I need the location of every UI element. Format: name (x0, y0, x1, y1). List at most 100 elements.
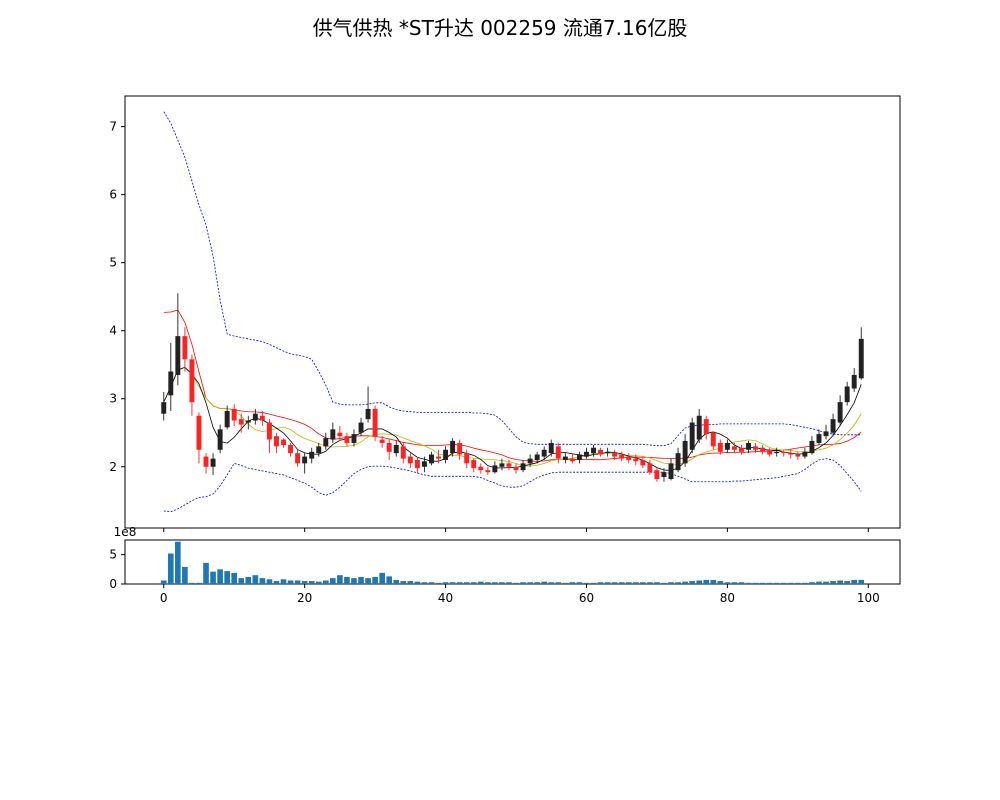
volume-bar (259, 578, 266, 584)
volume-bar (322, 580, 329, 584)
candle-body (647, 463, 653, 473)
candle-body (316, 446, 322, 454)
volume-bar (280, 579, 287, 584)
volume-bar (499, 582, 505, 584)
candle-body (351, 434, 357, 443)
candle-body (633, 458, 639, 462)
volume-bar (611, 582, 618, 584)
volume-bar (590, 582, 597, 584)
candle-body (682, 440, 688, 464)
volume-bar (816, 581, 822, 584)
candle-body (323, 438, 329, 447)
volume-bar (160, 580, 167, 584)
volume-bar (534, 582, 540, 584)
volume-bar (738, 582, 745, 584)
volume-xtick-label: 100 (857, 591, 880, 605)
volume-bar (203, 562, 209, 584)
candle-body (605, 451, 611, 454)
volume-bar (851, 579, 858, 584)
volume-bar (795, 582, 801, 584)
volume-bar (506, 582, 512, 584)
price-ytick-label: 4 (109, 324, 117, 338)
volume-panel: 0 5 1e8 0 20 40 60 80 100 (109, 525, 901, 605)
candle-body (760, 447, 766, 452)
volume-plot-frame (124, 539, 901, 585)
volume-bar (548, 582, 555, 584)
volume-bar (196, 582, 202, 584)
price-plot-frame (124, 95, 901, 529)
candle-body (499, 463, 505, 467)
candle-body (591, 447, 596, 454)
volume-bar (682, 581, 688, 584)
volume-bar (541, 581, 548, 584)
candle-body (703, 419, 709, 435)
candle-body (309, 451, 315, 459)
candle-body (788, 453, 794, 455)
volume-bar (632, 582, 639, 584)
volume-ytick-label: 0 (109, 577, 117, 591)
candle-body (288, 445, 294, 454)
candle-body (281, 439, 286, 446)
volume-bar (477, 581, 484, 584)
candle-body (224, 410, 230, 428)
candle-body (330, 429, 336, 440)
candle-body (661, 472, 667, 477)
candle-body (302, 456, 308, 464)
candle-body (386, 442, 392, 452)
candle-body (485, 470, 491, 473)
volume-bar (731, 582, 738, 584)
candle-body (295, 453, 301, 464)
candle-body (569, 458, 575, 462)
candle-body (844, 386, 850, 403)
volume-bar (238, 578, 245, 584)
volume-ytick-label: 5 (109, 548, 117, 562)
volume-bar (379, 572, 385, 584)
candle-body (168, 371, 174, 396)
candle-body (753, 446, 759, 450)
candle-body (696, 415, 702, 440)
price-ytick-label: 3 (109, 392, 117, 406)
ma-mid-line (163, 366, 862, 467)
volume-bar (661, 582, 667, 584)
volume-xtick-label: 60 (579, 591, 594, 605)
volume-xtick-label: 80 (720, 591, 735, 605)
candle-body (816, 434, 822, 443)
candle-body (837, 402, 843, 423)
volume-bar (224, 571, 230, 584)
candle-body (436, 456, 441, 459)
candle-body (675, 453, 681, 471)
candle-body (576, 454, 582, 460)
ma-short-line (163, 366, 862, 471)
volume-bar (520, 582, 526, 584)
candle-body (654, 470, 660, 480)
volume-bar (555, 582, 562, 584)
volume-bar (414, 581, 421, 584)
candle-body (443, 449, 449, 460)
price-ytick-label: 5 (109, 256, 117, 270)
candle-body (457, 442, 463, 455)
candle-body (266, 422, 272, 440)
volume-bar (640, 582, 646, 584)
volume-bar (858, 579, 865, 584)
volume-bar (787, 582, 794, 584)
volume-bar (802, 582, 808, 584)
volume-bar (780, 582, 787, 584)
candle-body (520, 463, 526, 471)
candle-body (541, 449, 547, 457)
candle-body (344, 436, 350, 443)
candle-body (407, 456, 413, 464)
volume-bar (428, 582, 435, 584)
chart-title: 供气供热 *ST升达 002259 流通7.16亿股 (312, 16, 688, 40)
candle-body (492, 465, 498, 473)
candle-body (365, 408, 371, 420)
candle-body (858, 338, 864, 379)
volume-xtick-label: 20 (297, 591, 312, 605)
candle-body (245, 420, 251, 423)
volume-bar (463, 582, 470, 584)
volume-bar (386, 576, 393, 584)
candle-body (203, 456, 209, 467)
candle-body (450, 440, 456, 454)
volume-bar (287, 580, 294, 584)
candle-body (421, 461, 427, 467)
upper-band-line (163, 111, 862, 447)
